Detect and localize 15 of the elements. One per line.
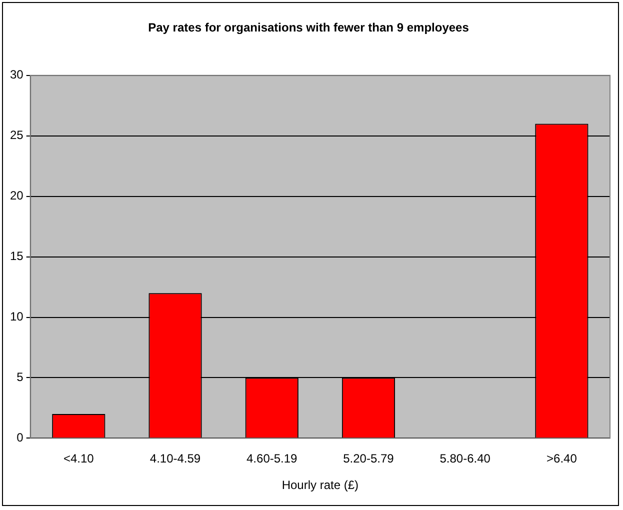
x-tick-label: >6.40 (546, 452, 578, 466)
y-tick-label: 10 (10, 310, 24, 324)
x-tick-label: 5.20-5.79 (343, 452, 394, 466)
y-tick-label: 20 (10, 188, 24, 203)
chart-title: Pay rates for organisations with fewer than 9 employees (148, 20, 470, 35)
y-tick-label: 15 (10, 249, 24, 264)
x-tick-label: 5.80-6.40 (440, 452, 491, 466)
x-axis-title: Hourly rate (£) (282, 478, 359, 492)
y-tick-label: 5 (16, 370, 24, 384)
x-tick-label: <4.10 (63, 452, 94, 466)
x-tick-label: 4.60-5.19 (246, 452, 298, 466)
y-tick-label: 25 (10, 128, 24, 142)
x-tick-label: 4.10-4.59 (150, 452, 201, 466)
y-tick-label: 30 (10, 68, 24, 82)
y-tick-label: 0 (16, 430, 24, 445)
